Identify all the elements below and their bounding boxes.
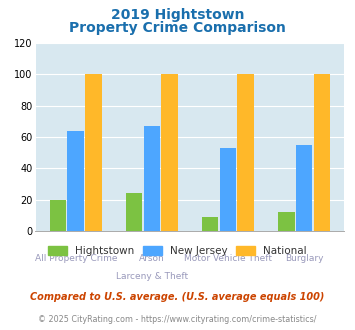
Text: Property Crime Comparison: Property Crime Comparison bbox=[69, 21, 286, 35]
Text: Burglary: Burglary bbox=[285, 253, 323, 263]
Bar bbox=[50, 200, 66, 231]
Bar bbox=[67, 131, 84, 231]
Bar bbox=[143, 126, 160, 231]
Text: All Property Crime: All Property Crime bbox=[34, 253, 117, 263]
Bar bbox=[313, 74, 330, 231]
Bar bbox=[296, 145, 312, 231]
Text: Motor Vehicle Theft: Motor Vehicle Theft bbox=[184, 253, 272, 263]
Bar bbox=[220, 148, 236, 231]
Bar bbox=[162, 74, 178, 231]
Bar bbox=[126, 193, 142, 231]
Text: Larceny & Theft: Larceny & Theft bbox=[116, 272, 188, 281]
Text: 2019 Hightstown: 2019 Hightstown bbox=[111, 8, 244, 22]
Text: Arson: Arson bbox=[139, 253, 165, 263]
Bar bbox=[237, 74, 254, 231]
Bar bbox=[85, 74, 102, 231]
Bar bbox=[278, 212, 295, 231]
Bar bbox=[202, 217, 218, 231]
Text: Compared to U.S. average. (U.S. average equals 100): Compared to U.S. average. (U.S. average … bbox=[30, 292, 325, 302]
Legend: Hightstown, New Jersey, National: Hightstown, New Jersey, National bbox=[44, 242, 311, 260]
Text: © 2025 CityRating.com - https://www.cityrating.com/crime-statistics/: © 2025 CityRating.com - https://www.city… bbox=[38, 315, 317, 324]
